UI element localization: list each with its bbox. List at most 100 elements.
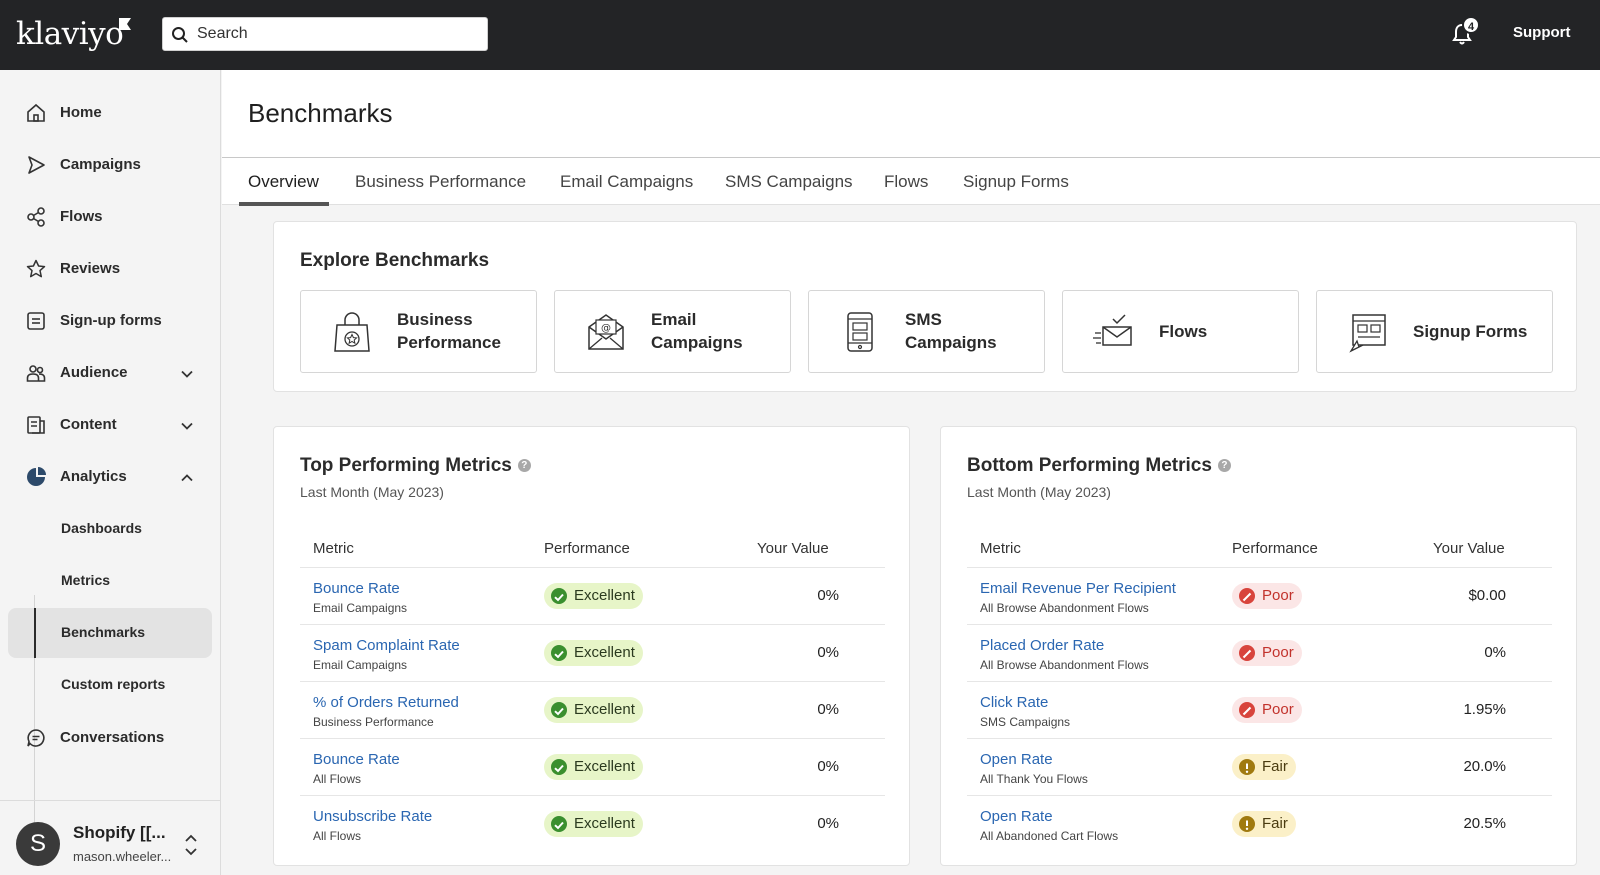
table-row: Spam Complaint Rate Email Campaigns Excell…	[300, 624, 885, 681]
check-circle-icon	[551, 588, 567, 604]
tab-flows[interactable]: Flows	[884, 172, 929, 191]
column-header-metric: Metric	[313, 540, 354, 557]
sidebar-item-conversations[interactable]: Conversations	[8, 715, 212, 761]
send-icon	[28, 156, 45, 174]
column-header-your-value: Your Value	[1433, 540, 1505, 557]
help-icon[interactable]: ?	[1217, 459, 1231, 472]
search-box[interactable]	[162, 17, 488, 51]
metric-name-link[interactable]: Unsubscribe Rate	[313, 808, 433, 825]
page-header: Benchmarks Overview Business Performance…	[222, 70, 1600, 206]
metric-name-link[interactable]: Open Rate	[980, 808, 1053, 825]
sidebar-item-flows[interactable]: Flows	[8, 194, 212, 240]
content-icon	[27, 416, 45, 434]
column-header-performance: Performance	[1232, 540, 1318, 557]
performance-badge: Fair	[1232, 811, 1296, 837]
tile-business-performance[interactable]: Business Performance	[300, 290, 537, 373]
metric-name-link[interactable]: Click Rate	[980, 694, 1049, 711]
sidebar-subitem-label: Benchmarks	[61, 624, 146, 640]
table-row: Unsubscribe Rate All Flows Excellent 0%	[300, 795, 885, 852]
table-row: Click Rate SMS Campaigns Poor 1.95%	[967, 681, 1552, 738]
performance-badge: Fair	[1232, 754, 1296, 780]
tab-business-performance[interactable]: Business Performance	[355, 172, 527, 191]
tab-sms-campaigns[interactable]: SMS Campaigns	[725, 172, 853, 191]
metric-name-link[interactable]: % of Orders Returned	[313, 694, 459, 711]
tile-label: Email Campaigns	[651, 308, 743, 354]
explore-benchmarks-card: Explore Benchmarks Business Performance @…	[273, 221, 1577, 392]
performance-badge: Excellent	[544, 583, 643, 609]
metric-source: All Browse Abandonment Flows	[980, 601, 1149, 615]
tile-label: Flows	[1159, 320, 1207, 343]
check-circle-icon	[551, 759, 567, 775]
flows-icon	[27, 207, 45, 227]
avatar: S	[16, 822, 60, 866]
tab-signup-forms[interactable]: Signup Forms	[963, 172, 1069, 191]
metric-name-link[interactable]: Email Revenue Per Recipient	[980, 580, 1176, 597]
metric-source: Email Campaigns	[313, 658, 408, 672]
search-input[interactable]	[197, 18, 483, 50]
tile-flows[interactable]: Flows	[1062, 290, 1299, 373]
sidebar-item-reviews[interactable]: Reviews	[8, 246, 212, 292]
tile-sms-campaigns[interactable]: SMS Campaigns	[808, 290, 1045, 373]
check-circle-icon	[551, 702, 567, 718]
table-row: Email Revenue Per Recipient All Browse Ab…	[967, 567, 1552, 624]
sidebar-subitem-label: Custom reports	[61, 676, 166, 692]
chevron-down-icon	[181, 370, 193, 378]
tile-label: Signup Forms	[1413, 320, 1527, 343]
tile-email-campaigns[interactable]: @ Email Campaigns	[554, 290, 791, 373]
people-icon	[26, 365, 46, 382]
card-title: Explore Benchmarks	[300, 250, 490, 271]
top-bar: klaviyo 4 Support	[0, 0, 1600, 70]
performance-label: Fair	[1262, 815, 1288, 832]
tile-label-line1: Signup Forms	[1413, 322, 1528, 341]
performance-label: Fair	[1262, 758, 1288, 775]
sidebar-item-campaigns[interactable]: Campaigns	[8, 142, 212, 188]
account-email: mason.wheeler...	[73, 849, 172, 864]
table-row: % of Orders Returned Business Performance…	[300, 681, 885, 738]
tab-email-campaigns[interactable]: Email Campaigns	[560, 172, 694, 191]
sidebar-item-home[interactable]: Home	[8, 90, 212, 136]
sidebar-item-content[interactable]: Content	[8, 402, 212, 448]
metric-name-link[interactable]: Bounce Rate	[313, 751, 400, 768]
sidebar-item-analytics[interactable]: Analytics	[8, 454, 212, 500]
support-link[interactable]: Support	[1513, 24, 1571, 41]
card-title: Bottom Performing Metrics?	[967, 455, 1231, 477]
poor-slash-icon	[1239, 702, 1255, 718]
tile-signup-forms[interactable]: Signup Forms	[1316, 290, 1553, 373]
sidebar-item-metrics[interactable]: Metrics	[8, 556, 212, 606]
table-row: Placed Order Rate All Browse Abandonment …	[967, 624, 1552, 681]
sidebar-item-audience[interactable]: Audience	[8, 350, 212, 396]
table-row: Bounce Rate All Flows Excellent 0%	[300, 738, 885, 795]
help-icon[interactable]: ?	[517, 459, 531, 472]
tab-overview[interactable]: Overview	[248, 172, 319, 191]
sidebar-item-custom-reports[interactable]: Custom reports	[8, 660, 212, 710]
card-title: Top Performing Metrics?	[300, 455, 531, 477]
account-switcher[interactable]: S Shopify [[... mason.wheeler...	[0, 800, 221, 875]
shopping-bag-icon	[334, 312, 370, 352]
klaviyo-logo[interactable]: klaviyo	[16, 14, 132, 54]
metric-name-link[interactable]: Placed Order Rate	[980, 637, 1105, 654]
sidebar: Home Campaigns Flows Reviews Sign-up for…	[0, 70, 221, 875]
chevron-down-icon	[181, 422, 193, 430]
performance-label: Poor	[1262, 644, 1294, 661]
tile-label: SMS Campaigns	[905, 308, 997, 354]
sidebar-item-label: Audience	[60, 364, 128, 381]
performance-label: Excellent	[574, 587, 635, 604]
performance-badge: Excellent	[544, 754, 643, 780]
sidebar-subitem-label: Dashboards	[61, 520, 142, 536]
metric-value: $0.00	[1468, 587, 1506, 604]
performance-label: Poor	[1262, 701, 1294, 718]
performance-badge: Poor	[1232, 640, 1302, 666]
metric-name-link[interactable]: Open Rate	[980, 751, 1053, 768]
performance-badge: Excellent	[544, 811, 643, 837]
metric-source: SMS Campaigns	[980, 715, 1071, 729]
sidebar-item-label: Content	[60, 416, 117, 433]
bottom-performing-metrics-card: Bottom Performing Metrics? Last Month (M…	[940, 426, 1577, 866]
metric-name-link[interactable]: Spam Complaint Rate	[313, 637, 460, 654]
metric-name-link[interactable]: Bounce Rate	[313, 580, 400, 597]
sidebar-item-signup-forms[interactable]: Sign-up forms	[8, 298, 212, 344]
check-circle-icon	[551, 645, 567, 661]
sidebar-item-benchmarks[interactable]: Benchmarks	[8, 608, 212, 658]
sidebar-item-dashboards[interactable]: Dashboards	[8, 504, 212, 554]
chevron-up-down-icon	[185, 834, 197, 856]
tile-label-line1: Flows	[1159, 322, 1208, 341]
